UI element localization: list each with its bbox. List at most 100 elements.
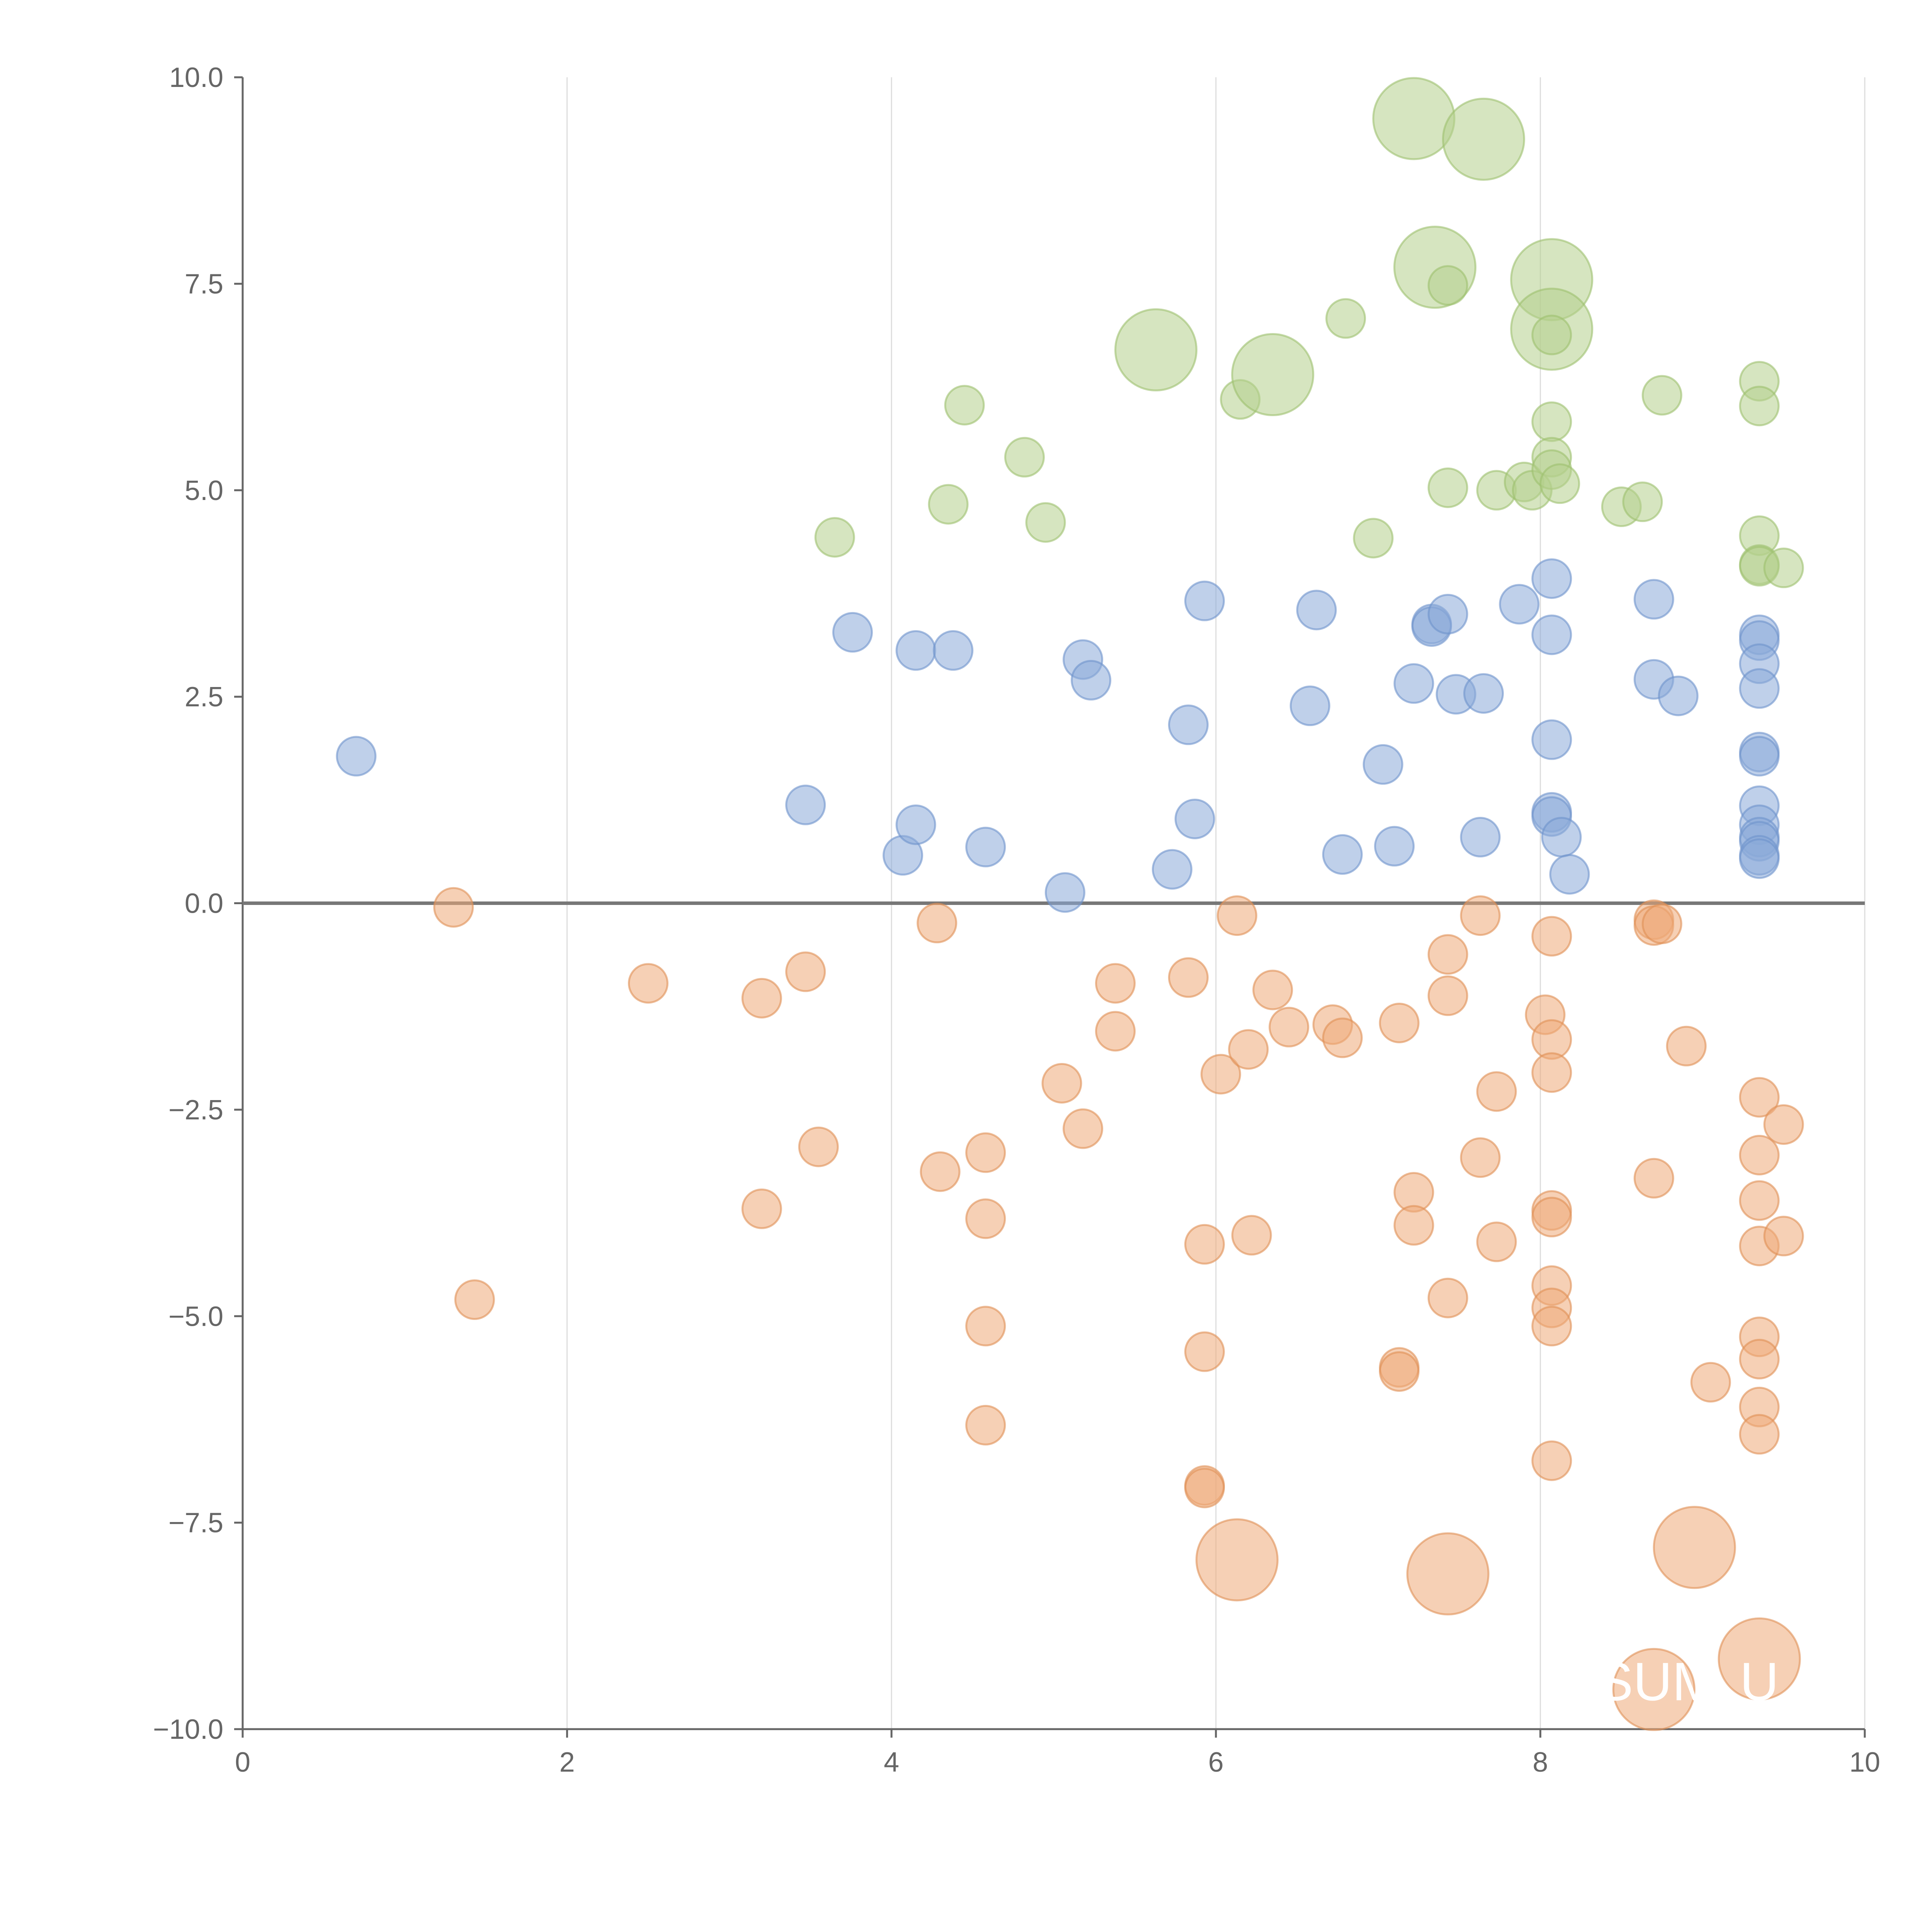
- blue-point: [1151, 849, 1192, 890]
- orange-point: [1322, 1017, 1363, 1058]
- green-point: [1442, 97, 1525, 181]
- orange-point: [1168, 957, 1209, 998]
- green-point: [1539, 463, 1580, 504]
- y-tick-label: −7.5: [168, 1508, 223, 1539]
- blue-point: [1427, 594, 1468, 634]
- orange-point: [1476, 1221, 1517, 1262]
- blue-point: [1460, 817, 1501, 857]
- green-point: [1427, 265, 1468, 306]
- green-point: [1641, 375, 1682, 416]
- blue-point: [1044, 872, 1085, 913]
- y-tick-label: 2.5: [185, 682, 223, 713]
- orange-point: [1739, 1077, 1780, 1118]
- orange-point: [1612, 1648, 1696, 1731]
- green-point: [1114, 308, 1197, 391]
- blue-point: [1174, 798, 1215, 839]
- orange-point: [1763, 1216, 1804, 1257]
- axis-layer: 0 2 4 6 8 10 10.0 7.5 5.0 2.5 0.0 −2.5 −5.0 −7.5 −10.0: [153, 62, 1880, 1778]
- orange-point: [1739, 1180, 1780, 1221]
- blue-point: [965, 827, 1006, 867]
- blue-point: [1531, 558, 1572, 599]
- orange-point: [741, 978, 782, 1019]
- orange-point: [1095, 1011, 1136, 1052]
- orange-point: [1666, 1026, 1707, 1066]
- label-layer: SUM U: [1597, 1651, 1779, 1712]
- blue-point: [785, 784, 826, 825]
- orange-point: [1095, 963, 1136, 1004]
- blue-point: [1168, 704, 1209, 745]
- orange-point: [1763, 1104, 1804, 1145]
- x-tick-label: 6: [1208, 1747, 1224, 1778]
- orange-point: [965, 1132, 1006, 1173]
- orange-point: [433, 887, 474, 928]
- orange-point: [1460, 895, 1501, 936]
- green-point: [1325, 298, 1366, 339]
- blue-point: [1531, 614, 1572, 655]
- orange-point: [1269, 1007, 1310, 1048]
- orange-point: [1531, 1052, 1572, 1093]
- orange-point: [1633, 1158, 1674, 1199]
- blue-point: [933, 630, 974, 671]
- orange-point: [1406, 1532, 1490, 1616]
- orange-point: [1216, 895, 1257, 936]
- y-tick-label: −10.0: [153, 1714, 223, 1745]
- orange-point: [1531, 916, 1572, 957]
- x-tick-label: 2: [560, 1747, 575, 1778]
- green-point: [1231, 333, 1315, 416]
- annotation-label: U: [1740, 1651, 1779, 1712]
- orange-point: [1041, 1063, 1082, 1104]
- orange-point: [1427, 934, 1468, 975]
- orange-point: [1531, 1306, 1572, 1347]
- orange-point: [965, 1306, 1006, 1347]
- orange-point: [1379, 1002, 1420, 1043]
- annotation-label: SUM: [1597, 1651, 1717, 1712]
- orange-point: [1379, 1351, 1420, 1392]
- blue-point: [1739, 668, 1780, 709]
- blue-point: [895, 630, 936, 671]
- blue-point: [336, 736, 377, 777]
- orange-point: [965, 1405, 1006, 1446]
- orange-point: [1690, 1362, 1731, 1403]
- blue-point: [832, 612, 873, 653]
- orange-point: [1739, 1338, 1780, 1379]
- blue-point: [1393, 663, 1434, 704]
- green-point: [1427, 467, 1468, 508]
- blue-point: [1739, 736, 1780, 777]
- green-point: [1372, 77, 1456, 160]
- orange-point: [1184, 1331, 1225, 1372]
- y-tick-label: 10.0: [169, 62, 223, 93]
- orange-point: [1739, 1414, 1780, 1455]
- green-point: [1739, 386, 1780, 427]
- y-tick-label: −2.5: [168, 1095, 223, 1126]
- orange-point: [920, 1151, 961, 1192]
- green-point: [1353, 518, 1394, 559]
- orange-point: [917, 903, 957, 944]
- blue-point: [1541, 817, 1582, 857]
- x-tick-label: 8: [1532, 1747, 1548, 1778]
- orange-point: [1531, 1440, 1572, 1481]
- green-point: [1763, 548, 1804, 588]
- orange-point: [1200, 1054, 1241, 1095]
- blue-point: [1296, 590, 1337, 631]
- blue-point: [1071, 660, 1112, 701]
- orange-point: [1476, 1071, 1517, 1112]
- green-point: [928, 484, 969, 525]
- orange-point: [741, 1188, 782, 1229]
- orange-point: [1718, 1617, 1801, 1701]
- orange-point: [785, 951, 826, 992]
- orange-point: [1427, 1277, 1468, 1318]
- orange-point: [1252, 969, 1293, 1010]
- orange-point: [1184, 1468, 1225, 1509]
- blue-point: [1322, 834, 1363, 875]
- green-point: [1531, 315, 1572, 355]
- y-tick-label: 5.0: [185, 475, 223, 506]
- orange-point: [1393, 1205, 1434, 1246]
- green-point: [1025, 502, 1066, 543]
- blue-point: [1531, 719, 1572, 760]
- orange-point: [1531, 1197, 1572, 1238]
- orange-point: [1641, 903, 1682, 944]
- orange-point: [798, 1126, 839, 1167]
- green-point: [814, 517, 855, 558]
